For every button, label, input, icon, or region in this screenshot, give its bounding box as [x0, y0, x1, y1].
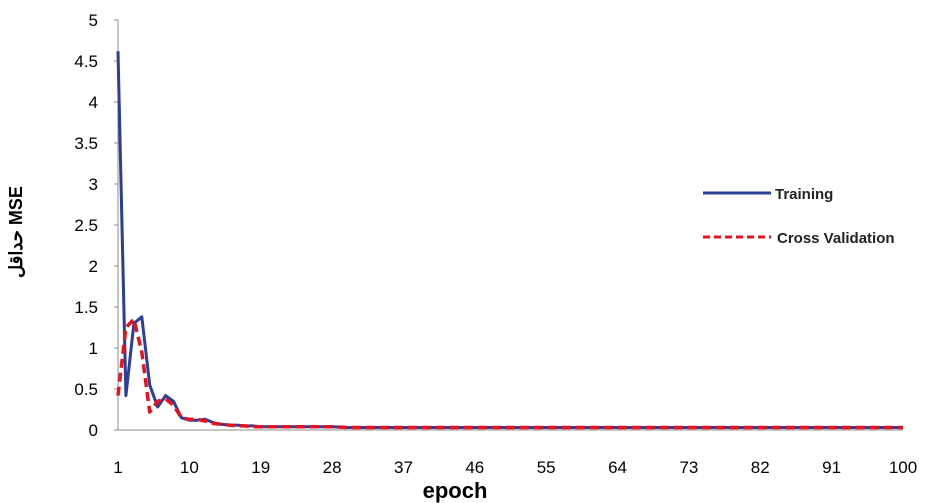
x-tick-label: 19 [251, 458, 270, 477]
x-tick-label: 1 [113, 458, 122, 477]
y-tick-label: 2 [89, 257, 98, 276]
x-tick-label: 100 [889, 458, 917, 477]
y-tick-label: 5 [89, 11, 98, 30]
legend-label: Cross Validation [777, 230, 895, 247]
x-tick-label: 73 [679, 458, 698, 477]
y-tick-label: 3.5 [74, 134, 98, 153]
x-tick-label: 37 [394, 458, 413, 477]
x-axis-title: epoch [423, 478, 488, 503]
y-axis-ticks: 0 0.5 1 1.5 2 2.5 3 3.5 4 4.5 5 [74, 11, 118, 440]
x-axis-ticks: 1 10 19 28 37 46 55 64 73 82 91 100 [113, 458, 917, 477]
x-tick-label: 82 [751, 458, 770, 477]
y-tick-label: 0.5 [74, 380, 98, 399]
series-layer [116, 51, 903, 430]
legend: Training Cross Validation [703, 186, 895, 247]
y-tick-label: 1 [89, 339, 98, 358]
y-tick-label: 3 [89, 175, 98, 194]
x-tick-label: 64 [608, 458, 627, 477]
y-tick-label: 4 [89, 93, 98, 112]
y-tick-label: 2.5 [74, 216, 98, 235]
y-tick-label: 0 [89, 421, 98, 440]
y-tick-label: 4.5 [74, 52, 98, 71]
x-tick-label: 91 [822, 458, 841, 477]
y-tick-label: 1.5 [74, 298, 98, 317]
x-tick-label: 55 [537, 458, 556, 477]
legend-label: Training [775, 186, 833, 203]
x-tick-label: 10 [180, 458, 199, 477]
x-tick-label: 46 [465, 458, 484, 477]
x-tick-label: 28 [323, 458, 342, 477]
y-axis-title: حداقل MSE [6, 186, 26, 278]
series-line-cross-validation [116, 317, 903, 430]
